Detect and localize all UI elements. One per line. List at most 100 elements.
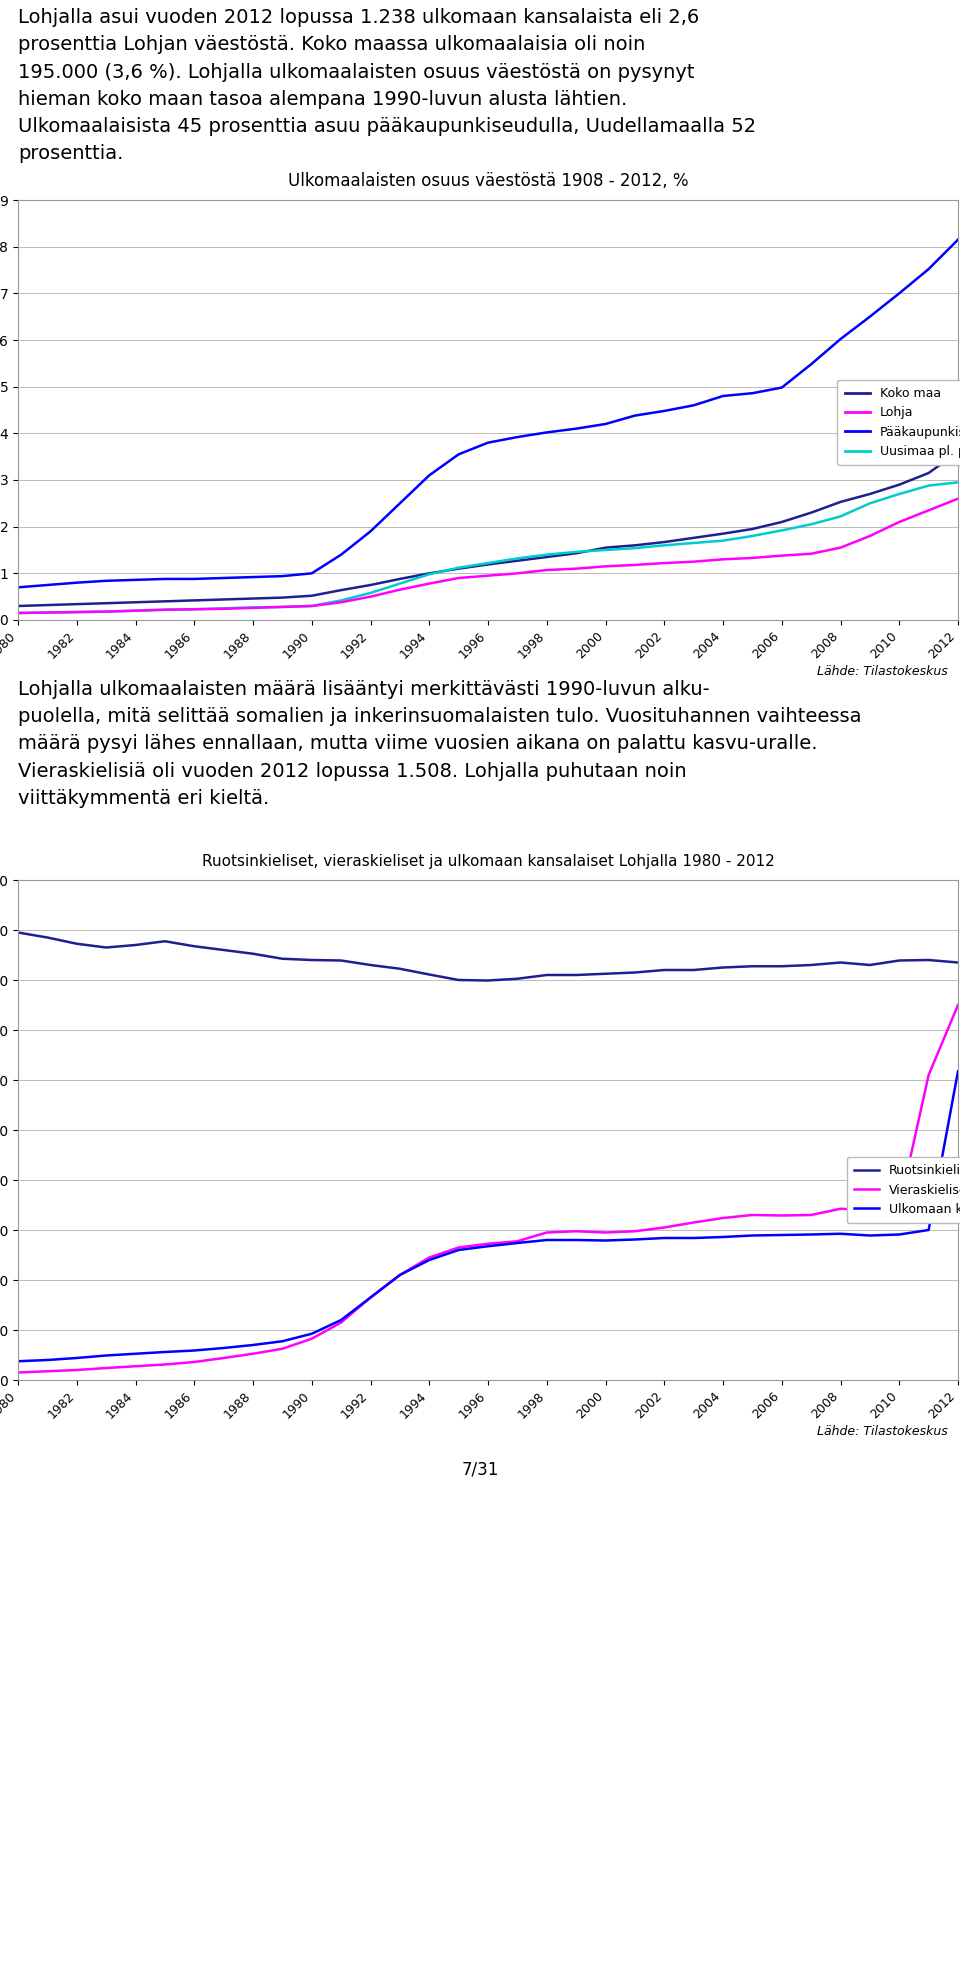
Vieraskieliset	[335, 1310, 347, 1334]
Ruotsinkieliset	[659, 958, 670, 982]
Ulkomaan kansalaiset	[101, 1344, 112, 1368]
Ulkomaan kansalaiset	[188, 1338, 200, 1362]
Ulkomaan kansalaiset	[600, 1229, 612, 1252]
Vieraskieliset	[130, 1354, 141, 1378]
Text: Lohjalla ulkomaalaisten määrä lisääntyi merkittävästi 1990-luvun alku-
puolella,: Lohjalla ulkomaalaisten määrä lisääntyi …	[18, 680, 861, 807]
Ulkomaan kansalaiset	[512, 1231, 523, 1254]
Ulkomaan kansalaiset	[482, 1235, 493, 1258]
Ruotsinkieliset	[570, 962, 582, 986]
Vieraskieliset	[541, 1221, 553, 1244]
Ulkomaan kansalaiset	[276, 1330, 288, 1354]
Ulkomaan kansalaiset	[248, 1334, 259, 1358]
Vieraskieliset	[453, 1237, 465, 1260]
Ruotsinkieliset	[482, 968, 493, 992]
Ulkomaan kansalaiset	[12, 1350, 24, 1374]
Ruotsinkieliset	[423, 962, 435, 986]
Vieraskieliset	[864, 1199, 876, 1223]
Ulkomaan kansalaiset	[864, 1223, 876, 1246]
Ruotsinkieliset	[453, 968, 465, 992]
Line: Ruotsinkieliset: Ruotsinkieliset	[18, 932, 958, 980]
Ruotsinkieliset	[923, 948, 934, 972]
Vieraskieliset	[600, 1221, 612, 1244]
Ruotsinkieliset	[276, 946, 288, 970]
Ruotsinkieliset	[365, 952, 376, 976]
Ruotsinkieliset	[188, 934, 200, 958]
Vieraskieliset	[629, 1219, 640, 1242]
Ulkomaan kansalaiset	[835, 1223, 847, 1246]
Vieraskieliset	[688, 1211, 700, 1235]
Ruotsinkieliset	[629, 960, 640, 984]
Ruotsinkieliset	[717, 956, 729, 980]
Ruotsinkieliset	[952, 950, 960, 974]
Ruotsinkieliset	[805, 952, 817, 976]
Ruotsinkieliset	[248, 942, 259, 966]
Ulkomaan kansalaiset	[805, 1223, 817, 1246]
Vieraskieliset	[717, 1207, 729, 1231]
Vieraskieliset	[776, 1203, 787, 1227]
Ulkomaan kansalaiset	[570, 1229, 582, 1252]
Ruotsinkieliset	[835, 950, 847, 974]
Ulkomaan kansalaiset	[423, 1248, 435, 1272]
Vieraskieliset	[952, 994, 960, 1018]
Vieraskieliset	[835, 1197, 847, 1221]
Ulkomaan kansalaiset	[71, 1346, 83, 1370]
Vieraskieliset	[218, 1346, 229, 1370]
Vieraskieliset	[805, 1203, 817, 1227]
Ulkomaan kansalaiset	[894, 1223, 905, 1246]
Ruotsinkieliset	[159, 928, 171, 952]
Line: Ulkomaan kansalaiset: Ulkomaan kansalaiset	[18, 1072, 958, 1362]
Ulkomaan kansalaiset	[41, 1348, 53, 1372]
Ulkomaan kansalaiset	[747, 1223, 758, 1246]
Ruotsinkieliset	[600, 962, 612, 986]
Vieraskieliset	[188, 1350, 200, 1374]
Ruotsinkieliset	[864, 952, 876, 976]
Vieraskieliset	[12, 1360, 24, 1384]
Vieraskieliset	[482, 1233, 493, 1256]
Vieraskieliset	[41, 1360, 53, 1384]
Ruotsinkieliset	[41, 926, 53, 950]
Ruotsinkieliset	[395, 956, 406, 980]
Ruotsinkieliset	[306, 948, 318, 972]
Vieraskieliset	[570, 1219, 582, 1242]
Vieraskieliset	[71, 1358, 83, 1382]
Vieraskieliset	[248, 1342, 259, 1366]
Text: Lähde: Tilastokeskus: Lähde: Tilastokeskus	[817, 666, 948, 678]
Ulkomaan kansalaiset	[541, 1229, 553, 1252]
Vieraskieliset	[659, 1215, 670, 1239]
Vieraskieliset	[306, 1326, 318, 1350]
Ulkomaan kansalaiset	[659, 1227, 670, 1250]
Ulkomaan kansalaiset	[365, 1286, 376, 1310]
Ruotsinkieliset	[218, 938, 229, 962]
Vieraskieliset	[923, 1064, 934, 1087]
Text: Lähde: Tilastokeskus: Lähde: Tilastokeskus	[817, 1425, 948, 1437]
Vieraskieliset	[423, 1246, 435, 1270]
Ulkomaan kansalaiset	[395, 1262, 406, 1286]
Vieraskieliset	[159, 1352, 171, 1376]
Ulkomaan kansalaiset	[688, 1227, 700, 1250]
Ulkomaan kansalaiset	[130, 1342, 141, 1366]
Ruotsinkieliset	[101, 936, 112, 960]
Ulkomaan kansalaiset	[952, 1060, 960, 1083]
Ruotsinkieliset	[512, 966, 523, 990]
Text: Lohjalla asui vuoden 2012 lopussa 1.238 ulkomaan kansalaista eli 2,6
prosenttia : Lohjalla asui vuoden 2012 lopussa 1.238 …	[18, 8, 756, 163]
Legend: Ruotsinkieliset, Vieraskieliset, Ulkomaan kansalaiset: Ruotsinkieliset, Vieraskieliset, Ulkomaa…	[847, 1157, 960, 1223]
Ulkomaan kansalaiset	[335, 1308, 347, 1332]
Vieraskieliset	[512, 1229, 523, 1252]
Ulkomaan kansalaiset	[159, 1340, 171, 1364]
Ulkomaan kansalaiset	[923, 1219, 934, 1242]
Legend: Koko maa, Lohja, Pääkaupunkiseutu, Uusimaa pl. pääkaupunkiseutu: Koko maa, Lohja, Pääkaupunkiseutu, Uusim…	[837, 380, 960, 465]
Ruotsinkieliset	[688, 958, 700, 982]
Ulkomaan kansalaiset	[453, 1239, 465, 1262]
Ruotsinkieliset	[776, 954, 787, 978]
Ruotsinkieliset	[541, 962, 553, 986]
Ruotsinkieliset	[12, 920, 24, 944]
Ruotsinkieliset	[130, 932, 141, 956]
Ruotsinkieliset	[335, 948, 347, 972]
Vieraskieliset	[894, 1195, 905, 1219]
Title: Ulkomaalaisten osuus väestöstä 1908 - 2012, %: Ulkomaalaisten osuus väestöstä 1908 - 20…	[288, 173, 688, 191]
Vieraskieliset	[747, 1203, 758, 1227]
Vieraskieliset	[101, 1356, 112, 1380]
Ulkomaan kansalaiset	[629, 1227, 640, 1250]
Vieraskieliset	[365, 1286, 376, 1310]
Ulkomaan kansalaiset	[776, 1223, 787, 1246]
